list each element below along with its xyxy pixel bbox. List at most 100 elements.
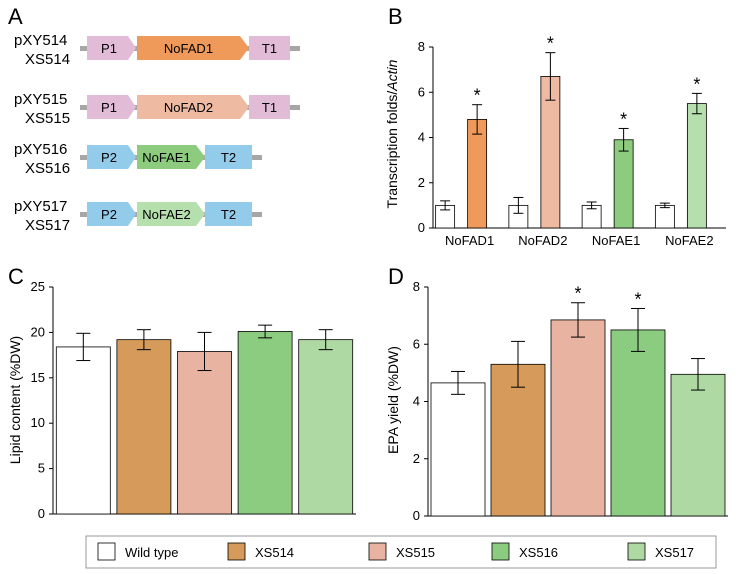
panel-c-letter: C (8, 264, 24, 289)
promoter-label: P1 (101, 41, 117, 56)
x-tick-label: NoFAE2 (665, 233, 713, 248)
y-tick-label: 6 (413, 336, 420, 351)
legend-swatch (227, 542, 246, 561)
bar (610, 329, 666, 517)
y-tick-label: 0 (38, 506, 45, 521)
legend-label: XS515 (396, 545, 435, 560)
bar (550, 319, 606, 517)
x-tick-label: NoFAE1 (592, 233, 640, 248)
y-tick-label: 15 (31, 370, 45, 385)
bar (237, 331, 293, 515)
promoter-arrow (87, 202, 136, 226)
y-tick-label: 6 (418, 84, 425, 99)
promoter-label: P2 (101, 207, 117, 222)
bar (116, 339, 172, 515)
construct-plasmid-name: pXY515 (14, 91, 67, 108)
legend-label: XS517 (655, 545, 694, 560)
terminator-label: T1 (262, 41, 277, 56)
legend-label: Wild type (125, 545, 178, 560)
gene-label: NoFAD2 (164, 100, 213, 115)
promoter-arrow (87, 95, 136, 119)
y-axis-title-italic: Actin (384, 59, 400, 91)
y-axis-title: Lipid content (%DW) (7, 336, 23, 464)
promoter-arrow (87, 145, 136, 169)
significance-star: * (547, 34, 554, 54)
x-tick-label: NoFAD2 (518, 233, 567, 248)
gene-arrow (137, 36, 249, 60)
transcription-chart: 0 2 4 6 8 NoFAD1 * NoFAD2 * NoFAE1 * NoFAE2 * Trans… (384, 34, 726, 248)
x-tick-label: NoFAD1 (445, 233, 494, 248)
lipid-content-chart: 0 5 10 15 20 25 Lipid content (%DW) (7, 279, 356, 521)
y-tick-label: 8 (418, 39, 425, 54)
y-tick-label: 20 (31, 324, 45, 339)
legend-frame (85, 535, 717, 569)
construct-xs515: pXY515 XS515 P1 NoFAD2 T1 (14, 91, 300, 127)
legend: Wild type XS514 XS515 XS516 XS517 (85, 535, 717, 569)
gene-label: NoFAD1 (164, 41, 213, 56)
legend-swatch (97, 542, 116, 561)
gene-arrow (137, 145, 205, 169)
y-tick-label: 25 (31, 279, 45, 294)
gene-label: NoFAE1 (142, 150, 190, 165)
significance-star: * (693, 74, 700, 94)
significance-star: * (634, 289, 641, 309)
bar (490, 363, 546, 517)
terminator-label: T2 (221, 150, 236, 165)
gene-arrow (137, 95, 249, 119)
y-tick-label: 2 (418, 175, 425, 190)
construct-plasmid-name: pXY517 (14, 198, 67, 215)
gene-label: NoFAE2 (142, 207, 190, 222)
panel-d-letter: D (388, 264, 404, 289)
bar (55, 346, 111, 515)
y-tick-label: 4 (418, 130, 425, 145)
construct-strain-name: XS514 (25, 51, 70, 68)
y-tick-label: 10 (31, 415, 45, 430)
gene-arrow (137, 202, 205, 226)
y-axis-title: EPA yield (%DW) (385, 346, 401, 454)
legend-label: XS514 (255, 545, 294, 560)
legend-label: XS516 (519, 545, 558, 560)
y-axis-title-prefix: Transcription folds/ (384, 91, 400, 209)
epa-yield-chart: 0 2 4 6 8 * * EPA yield (%DW) (385, 279, 728, 523)
terminator-box (249, 95, 290, 119)
terminator-box (205, 145, 252, 169)
promoter-label: P1 (101, 100, 117, 115)
construct-diagram: pXY514 XS514 P1 NoFAD1 T1 pXY515 XS515 P1 NoFAD2… (14, 32, 300, 234)
legend-swatch (491, 542, 510, 561)
panel-b-letter: B (388, 4, 403, 29)
construct-strain-name: XS515 (25, 110, 70, 127)
significance-star: * (620, 109, 627, 129)
y-tick-label: 2 (413, 451, 420, 466)
bar (670, 373, 726, 517)
bar (177, 351, 232, 515)
y-tick-label: 0 (413, 508, 420, 523)
y-axis-title: Transcription folds/Actin (384, 59, 400, 208)
terminator-box (205, 202, 252, 226)
bar (613, 139, 634, 229)
legend-swatch (627, 542, 646, 561)
construct-plasmid-name: pXY514 (14, 32, 67, 49)
construct-xs517: pXY517 XS517 P2 NoFAE2 T2 (14, 198, 262, 234)
terminator-box (249, 36, 290, 60)
construct-xs514: pXY514 XS514 P1 NoFAD1 T1 (14, 32, 300, 68)
significance-star: * (574, 284, 581, 304)
construct-xs516: pXY516 XS516 P2 NoFAE1 T2 (14, 141, 262, 177)
construct-strain-name: XS516 (25, 160, 70, 177)
y-tick-label: 8 (413, 279, 420, 294)
y-tick-label: 5 (38, 461, 45, 476)
bar (467, 119, 488, 229)
construct-plasmid-name: pXY516 (14, 141, 67, 158)
promoter-arrow (87, 36, 136, 60)
construct-strain-name: XS517 (25, 217, 70, 234)
significance-star: * (474, 86, 481, 106)
bar (430, 382, 486, 517)
y-tick-label: 0 (418, 220, 425, 235)
terminator-label: T2 (221, 207, 236, 222)
bar (298, 339, 354, 515)
terminator-label: T1 (262, 100, 277, 115)
panel-a-letter: A (8, 4, 23, 29)
bar (686, 103, 707, 229)
legend-swatch (368, 542, 387, 561)
y-tick-label: 4 (413, 394, 420, 409)
